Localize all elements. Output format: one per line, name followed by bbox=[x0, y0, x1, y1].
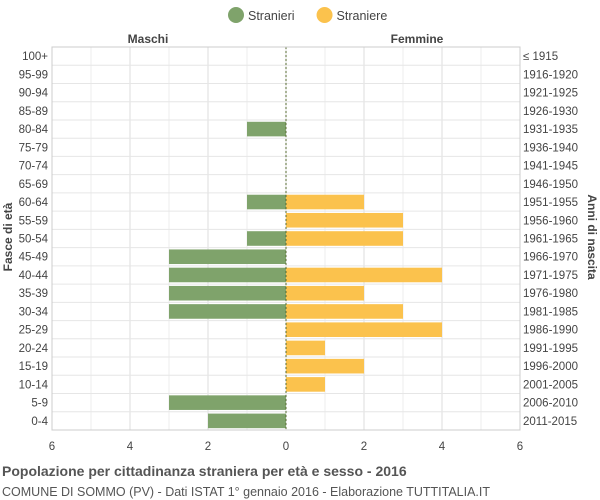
birth-year-label: 1966-1970 bbox=[523, 252, 578, 264]
bar-female-20-24 bbox=[286, 340, 325, 356]
x-tick-label: 4 bbox=[439, 441, 446, 453]
bar-male-30-34 bbox=[169, 304, 286, 319]
bar-female-40-44 bbox=[286, 267, 442, 283]
bar-male-35-39 bbox=[169, 285, 286, 301]
age-group-label: 95-99 bbox=[19, 69, 48, 81]
bar-male-60-64 bbox=[247, 194, 286, 210]
age-group-label: 45-49 bbox=[19, 252, 48, 264]
birth-year-label: 1971-1975 bbox=[523, 270, 578, 282]
population-pyramid-chart: Stranieri Straniere Maschi Femmine 100+ 95… bbox=[1, 7, 599, 453]
birth-year-label: 1981-1985 bbox=[523, 306, 578, 318]
bar-male-80-84 bbox=[247, 121, 286, 137]
legend-swatch-stranieri bbox=[228, 7, 244, 23]
x-tick-labels: 6 4 2 0 2 4 6 bbox=[49, 441, 523, 453]
birth-year-label: 1951-1955 bbox=[523, 197, 578, 209]
birth-year-label: 1996-2000 bbox=[523, 361, 578, 373]
age-group-label: 80-84 bbox=[19, 124, 49, 136]
birth-year-label: 1946-1950 bbox=[523, 179, 578, 191]
birth-year-label: 1961-1965 bbox=[523, 234, 578, 246]
bar-male-5-9 bbox=[169, 395, 286, 410]
bar-female-25-29 bbox=[286, 322, 442, 337]
females-header: Femmine bbox=[391, 32, 444, 46]
age-group-label: 100+ bbox=[22, 51, 48, 63]
bars bbox=[169, 121, 442, 429]
chart-subtitle: COMUNE DI SOMMO (PV) - Dati ISTAT 1° gen… bbox=[2, 485, 491, 499]
x-tick-label: 6 bbox=[517, 441, 523, 453]
age-group-label: 0-4 bbox=[31, 416, 48, 428]
x-tick-label: 6 bbox=[49, 441, 55, 453]
age-group-label: 50-54 bbox=[19, 234, 49, 246]
age-group-label: 55-59 bbox=[19, 215, 48, 227]
plot-frame bbox=[51, 46, 521, 431]
birth-year-labels: ≤ 1915 1916-1920 1921-1925 1926-1930 1931-19… bbox=[523, 51, 578, 428]
age-group-label: 40-44 bbox=[19, 270, 49, 282]
x-tick-label: 2 bbox=[205, 441, 211, 453]
birth-year-label: 1916-1920 bbox=[523, 69, 578, 81]
y-axis-title-left: Fasce di età bbox=[1, 202, 15, 271]
birth-year-label: 2011-2015 bbox=[523, 416, 577, 428]
males-header: Maschi bbox=[128, 32, 169, 46]
legend-swatch-straniere bbox=[316, 7, 333, 23]
birth-year-label: 1976-1980 bbox=[523, 288, 578, 300]
age-group-label: 90-94 bbox=[19, 88, 49, 100]
axes bbox=[51, 46, 521, 431]
birth-year-label: ≤ 1915 bbox=[523, 51, 558, 63]
age-group-label: 35-39 bbox=[19, 288, 48, 300]
bar-male-50-54 bbox=[247, 231, 286, 246]
birth-year-label: 1956-1960 bbox=[523, 215, 578, 227]
age-group-label: 10-14 bbox=[19, 379, 49, 391]
age-group-label: 65-69 bbox=[19, 179, 48, 191]
x-tick-label: 4 bbox=[127, 441, 134, 453]
x-tick-label: 2 bbox=[361, 441, 367, 453]
x-tick-label: 0 bbox=[283, 441, 289, 453]
legend: Stranieri Straniere bbox=[228, 7, 387, 23]
birth-year-label: 1921-1925 bbox=[523, 88, 578, 100]
age-group-label: 85-89 bbox=[19, 106, 48, 118]
bar-female-30-34 bbox=[286, 304, 403, 319]
y-axis-title-right: Anni di nascita bbox=[585, 194, 599, 280]
age-group-label: 20-24 bbox=[19, 343, 49, 355]
birth-year-label: 1991-1995 bbox=[523, 343, 578, 355]
age-group-label: 70-74 bbox=[19, 161, 49, 173]
bar-female-10-14 bbox=[286, 377, 325, 392]
legend-label-straniere: Straniere bbox=[337, 9, 388, 23]
bar-female-15-19 bbox=[286, 358, 364, 374]
birth-year-label: 1931-1935 bbox=[523, 124, 578, 136]
age-group-label: 5-9 bbox=[31, 398, 48, 410]
bar-male-0-4 bbox=[208, 413, 286, 429]
bar-female-55-59 bbox=[286, 212, 403, 228]
bar-female-50-54 bbox=[286, 231, 403, 246]
age-group-label: 25-29 bbox=[19, 325, 48, 337]
chart-title: Popolazione per cittadinanza straniera p… bbox=[2, 463, 407, 479]
age-group-label: 30-34 bbox=[19, 306, 49, 318]
age-group-label: 60-64 bbox=[19, 197, 49, 209]
age-group-label: 75-79 bbox=[19, 142, 48, 154]
birth-year-label: 1936-1940 bbox=[523, 142, 578, 154]
birth-year-label: 1986-1990 bbox=[523, 325, 578, 337]
birth-year-label: 1926-1930 bbox=[523, 106, 578, 118]
birth-year-label: 1941-1945 bbox=[523, 161, 578, 173]
bar-female-60-64 bbox=[286, 194, 364, 210]
legend-label-stranieri: Stranieri bbox=[248, 9, 295, 23]
bar-female-35-39 bbox=[286, 285, 364, 301]
birth-year-label: 2001-2005 bbox=[523, 379, 578, 391]
birth-year-label: 2006-2010 bbox=[523, 398, 578, 410]
bar-male-40-44 bbox=[169, 267, 286, 283]
bar-male-45-49 bbox=[169, 249, 286, 265]
age-group-label: 15-19 bbox=[19, 361, 48, 373]
age-group-labels: 100+ 95-99 90-94 85-89 80-84 75-79 70-74 65-69 6… bbox=[19, 51, 49, 428]
